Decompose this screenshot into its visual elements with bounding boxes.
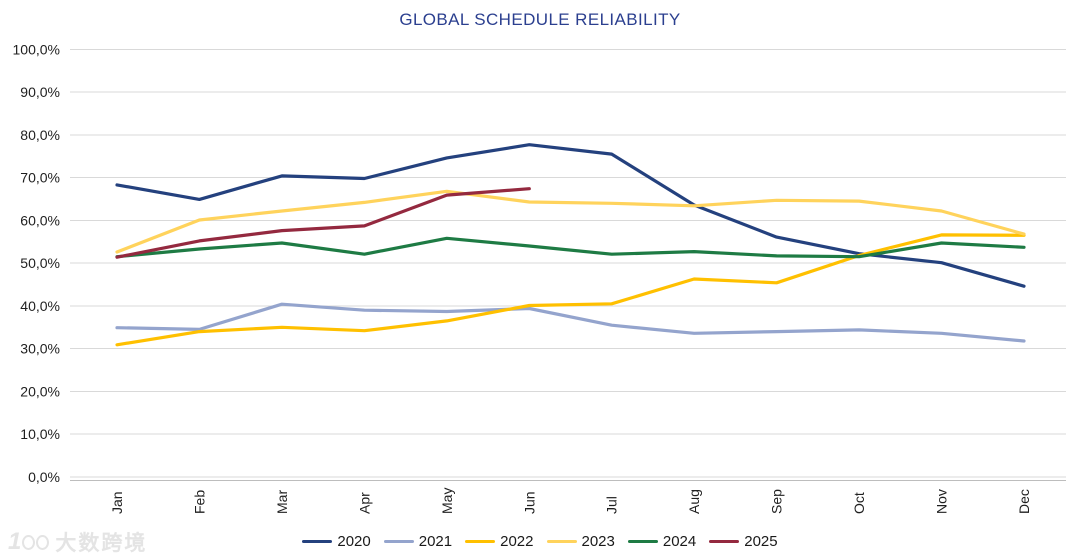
x-tick-label: Nov: [934, 489, 950, 514]
y-tick-label: 100,0%: [13, 41, 60, 57]
legend-item-2021: 2021: [383, 533, 453, 550]
series-line-2023: [115, 189, 1026, 254]
legend-item-2024: 2024: [627, 533, 697, 550]
y-tick-label: 20,0%: [20, 383, 60, 399]
legend-label: 2021: [418, 533, 453, 550]
legend-swatch-icon: [546, 539, 577, 544]
y-tick-label: 10,0%: [20, 426, 60, 442]
x-tick-label: Aug: [686, 489, 702, 514]
x-tick-label: Oct: [851, 492, 867, 514]
series-line-2024: [115, 236, 1026, 259]
watermark-logo-icon: 1: [8, 528, 50, 556]
legend-swatch-icon: [383, 539, 414, 544]
chart-title: GLOBAL SCHEDULE RELIABILITY: [399, 10, 681, 29]
legend-label: 2022: [500, 533, 534, 550]
x-tick-label: Apr: [356, 492, 372, 514]
x-tick-label: Jan: [109, 491, 125, 514]
x-tick-label: Sep: [769, 489, 785, 514]
x-tick-label: Dec: [1016, 489, 1032, 514]
x-tick-label: Mar: [274, 490, 290, 514]
legend-item-2020: 2020: [302, 533, 371, 550]
watermark: 1 大数跨境: [8, 527, 147, 557]
y-tick-label: 60,0%: [20, 212, 60, 228]
y-tick-label: 70,0%: [20, 170, 60, 186]
series-line-2025: [115, 187, 531, 259]
series-line-2021: [115, 302, 1026, 343]
y-tick-label: 80,0%: [20, 127, 60, 143]
legend-label: 2025: [744, 533, 778, 550]
y-tick-label: 90,0%: [20, 84, 60, 100]
legend-label: 2023: [581, 533, 615, 550]
y-tick-label: 30,0%: [20, 341, 60, 357]
legend-item-2023: 2023: [546, 533, 615, 550]
series-line-2022: [115, 233, 1026, 347]
x-tick-label: Jun: [521, 491, 537, 514]
chart-legend: 2020 2021 2022 2023 2024 2025: [0, 533, 1080, 550]
x-tick-label: May: [439, 488, 455, 514]
legend-swatch-icon: [302, 539, 333, 544]
y-tick-label: 40,0%: [20, 298, 60, 314]
x-tick-label: Feb: [191, 490, 207, 514]
legend-label: 2024: [662, 533, 697, 550]
chart-canvas: 100,0% 90,0% 80,0% 70,0% 60,0% 50,0% 40,0% 30,0…: [13, 41, 1066, 514]
legend-item-2022: 2022: [465, 533, 534, 550]
x-tick-label: Jul: [604, 496, 620, 514]
legend-swatch-icon: [465, 539, 496, 544]
legend-swatch-icon: [627, 539, 658, 544]
watermark-text: 大数跨境: [55, 532, 148, 555]
y-tick-label: 0,0%: [28, 469, 60, 485]
y-tick-label: 50,0%: [20, 255, 60, 271]
legend-swatch-icon: [709, 539, 740, 544]
legend-label: 2020: [337, 533, 371, 550]
legend-item-2025: 2025: [709, 533, 778, 550]
